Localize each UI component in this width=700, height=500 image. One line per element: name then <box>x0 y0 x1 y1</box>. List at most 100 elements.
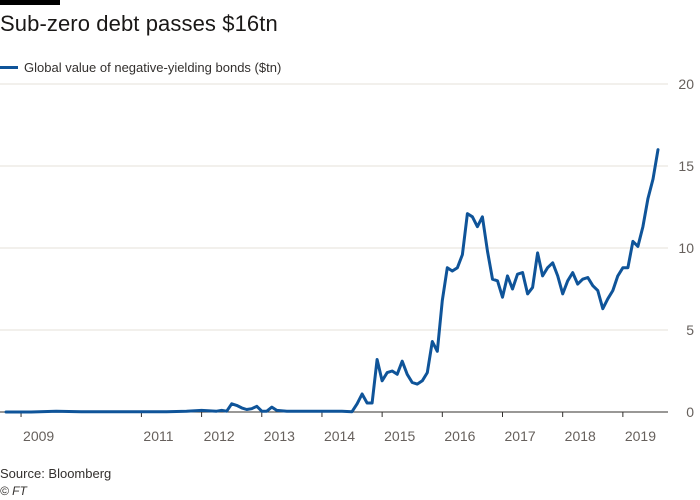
data-point <box>507 275 508 277</box>
data-point <box>271 406 273 408</box>
data-point <box>537 252 539 254</box>
series-line <box>4 148 660 414</box>
y-tick-label: 10 <box>678 240 694 256</box>
x-tick-label: 2014 <box>324 428 355 444</box>
data-point <box>466 213 468 215</box>
data-point <box>421 380 423 382</box>
data-point <box>502 296 503 298</box>
data-point <box>266 410 268 412</box>
data-point <box>361 393 363 395</box>
data-point <box>401 360 403 362</box>
data-point <box>246 409 248 410</box>
data-point <box>316 410 318 412</box>
data-point <box>547 267 549 269</box>
data-point <box>647 198 649 200</box>
data-point <box>456 267 458 269</box>
data-point <box>657 149 659 151</box>
data-point <box>396 373 398 375</box>
data-point <box>492 278 493 280</box>
data-point <box>341 410 343 412</box>
data-point <box>426 372 428 374</box>
data-point <box>557 275 559 277</box>
data-point <box>256 405 258 407</box>
series-lines <box>4 148 660 414</box>
data-point <box>567 280 569 282</box>
data-point <box>517 273 518 275</box>
data-point <box>441 300 443 301</box>
gridlines <box>0 83 668 331</box>
data-point <box>552 262 554 264</box>
brand-top-bar <box>0 0 60 5</box>
data-point <box>135 411 137 413</box>
legend: Global value of negative-yielding bonds … <box>0 60 281 75</box>
x-tick-label: 2012 <box>204 428 235 444</box>
data-point <box>602 308 604 310</box>
y-tick-label: 0 <box>686 404 694 420</box>
source-note: Source: Bloomberg <box>0 466 112 481</box>
data-point <box>637 245 639 247</box>
data-point <box>251 408 253 410</box>
y-tick-label: 20 <box>678 76 694 92</box>
y-axis-labels: 0 5 10 15 20 <box>678 76 694 420</box>
data-point <box>241 407 243 409</box>
data-point <box>166 411 167 413</box>
data-point <box>632 240 634 242</box>
x-tick-label: 2017 <box>505 428 536 444</box>
data-point <box>431 341 433 342</box>
data-point <box>487 250 488 252</box>
chart-title: Sub-zero debt passes $16tn <box>0 11 278 36</box>
data-point <box>5 411 7 413</box>
data-point <box>261 410 263 412</box>
data-point <box>627 267 629 269</box>
x-tick-label: 2009 <box>23 428 54 444</box>
x-tick-label: 2019 <box>625 428 656 444</box>
data-point <box>446 267 448 269</box>
data-point <box>221 409 223 411</box>
data-point <box>592 285 594 287</box>
data-point <box>451 270 453 272</box>
data-point <box>201 409 203 411</box>
x-tick-label: 2016 <box>444 428 475 444</box>
data-point <box>612 290 614 292</box>
data-point <box>587 277 589 278</box>
data-point <box>55 410 57 412</box>
data-point <box>351 411 353 413</box>
series-points <box>5 149 659 413</box>
data-point <box>436 350 438 352</box>
data-point <box>532 286 534 288</box>
data-point <box>391 370 393 372</box>
data-point <box>416 383 418 385</box>
data-point <box>216 410 218 412</box>
data-point <box>597 290 599 292</box>
line-chart: 0 5 10 15 20 2009 2011 2012 2013 2014 2015 2016 201… <box>0 76 694 444</box>
data-point <box>642 226 644 228</box>
legend-swatch <box>0 66 18 69</box>
data-point <box>512 288 513 290</box>
data-point <box>376 359 378 360</box>
data-point <box>497 280 498 282</box>
legend-label: Global value of negative-yielding bonds … <box>24 60 282 75</box>
data-point <box>481 216 483 218</box>
data-point <box>105 411 107 413</box>
data-point <box>231 403 233 405</box>
data-point <box>476 226 478 228</box>
x-axis-labels: 2009 2011 2012 2013 2014 2015 2016 2017 2018 2019 <box>23 428 656 444</box>
data-point <box>366 402 368 404</box>
data-point <box>607 298 609 300</box>
data-point <box>371 402 373 404</box>
data-point <box>542 275 544 277</box>
data-point <box>582 278 584 280</box>
data-point <box>276 409 278 411</box>
data-point <box>572 272 574 274</box>
data-point <box>226 410 228 412</box>
data-point <box>286 410 288 412</box>
data-point <box>577 283 579 285</box>
x-tick-label: 2013 <box>264 428 295 444</box>
copyright-note: © FT <box>0 484 27 498</box>
data-point <box>527 293 529 295</box>
y-tick-label: 15 <box>678 158 694 174</box>
data-point <box>411 382 413 383</box>
data-point <box>622 267 624 269</box>
data-point <box>461 254 463 256</box>
x-tick-label: 2011 <box>143 428 173 444</box>
